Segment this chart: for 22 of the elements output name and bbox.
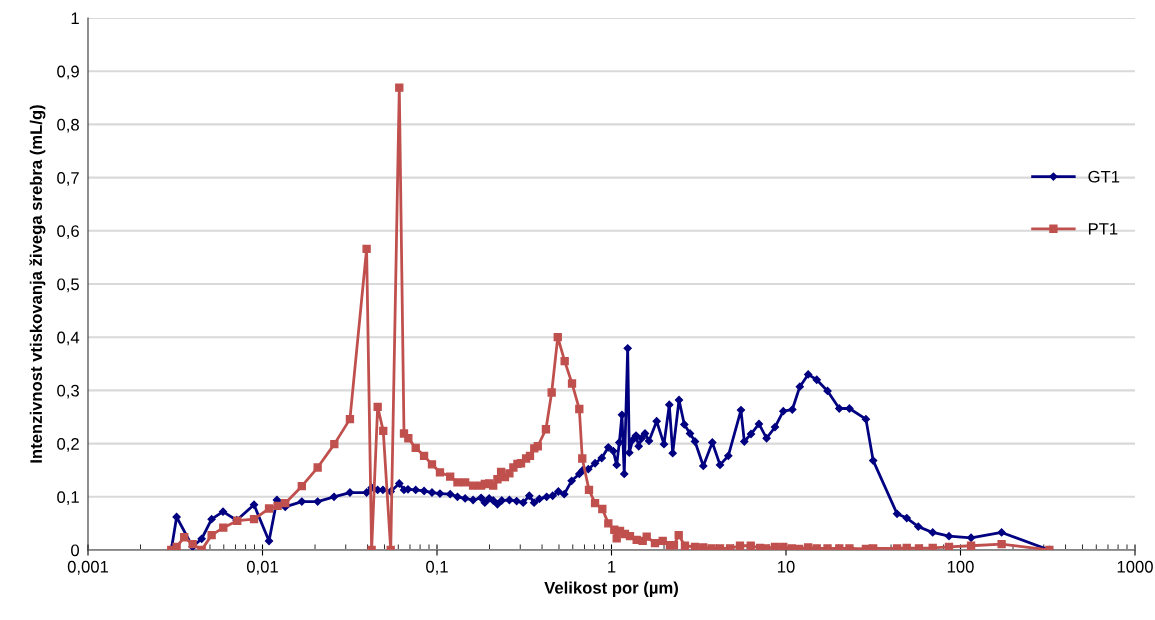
- x-tick-label: 100: [947, 560, 974, 573]
- x-tick-label: 1: [608, 561, 616, 573]
- y-tick-label: 0,5: [57, 278, 79, 293]
- x-tick-label: 1000: [1117, 560, 1153, 573]
- legend-label: PT1: [1088, 223, 1118, 235]
- y-tick-label: 0,6: [57, 225, 79, 239]
- x-tick-label: 10: [778, 560, 795, 573]
- x-tick-label: 0,001: [67, 560, 109, 575]
- x-tick-label: 0,01: [246, 560, 278, 575]
- y-tick-label: 0,3: [57, 384, 79, 399]
- y-tick-label: 0,1: [57, 491, 79, 505]
- y-axis-title: Intenzivnost vtiskovanja živega srebra (mL/g): [29, 105, 46, 463]
- y-tick-label: 0,9: [57, 65, 79, 80]
- y-tick-label: 0,7: [57, 172, 79, 186]
- y-tick-label: 0,8: [57, 118, 79, 133]
- x-axis-title: Velikost por (µm): [544, 581, 678, 598]
- y-tick-label: 1: [71, 12, 79, 25]
- x-tick-label: 0,1: [426, 560, 448, 575]
- legend-label: GT1: [1088, 170, 1120, 183]
- y-tick-label: 0,2: [57, 438, 79, 452]
- y-tick-label: 0: [71, 544, 80, 557]
- y-tick-label: 0,4: [57, 331, 80, 346]
